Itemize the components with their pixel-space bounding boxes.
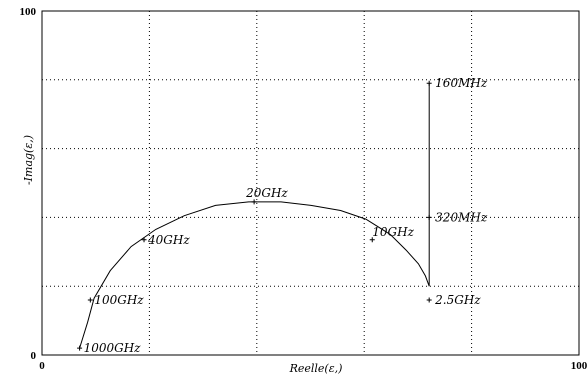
data-point bbox=[426, 214, 432, 220]
data-point bbox=[141, 237, 147, 243]
point-label: 320MHz bbox=[435, 210, 488, 224]
point-label: 10GHz bbox=[372, 225, 414, 239]
point-label: 100GHz bbox=[94, 293, 144, 307]
x-tick-label: 0 bbox=[39, 360, 45, 372]
point-label: 2.5GHz bbox=[434, 293, 481, 307]
x-axis-label: Reelle(ε,) bbox=[289, 362, 343, 375]
point-label: 20GHz bbox=[245, 186, 288, 200]
data-point bbox=[426, 297, 432, 303]
x-tick-label: 100 bbox=[571, 360, 588, 372]
y-tick-label: 0 bbox=[31, 350, 37, 362]
data-point bbox=[369, 237, 375, 243]
grid-lines bbox=[42, 11, 579, 355]
y-tick-label: 100 bbox=[20, 6, 37, 18]
point-label: 40GHz bbox=[147, 233, 190, 247]
data-point bbox=[426, 80, 432, 86]
data-points: 1000GHz 100GHz 40GHz 20GHz 10GHz 2.5GHz 320MHz… bbox=[77, 76, 488, 355]
data-point bbox=[251, 199, 257, 205]
plot-frame bbox=[41, 10, 580, 356]
point-label: 160MHz bbox=[435, 76, 488, 90]
data-point bbox=[77, 345, 83, 351]
data-point bbox=[87, 297, 93, 303]
y-axis-label: -Imag(ε,) bbox=[22, 135, 35, 185]
point-label: 1000GHz bbox=[84, 341, 142, 355]
series-line bbox=[79, 83, 430, 349]
tick-labels: 0 100 0 100 bbox=[20, 6, 588, 372]
